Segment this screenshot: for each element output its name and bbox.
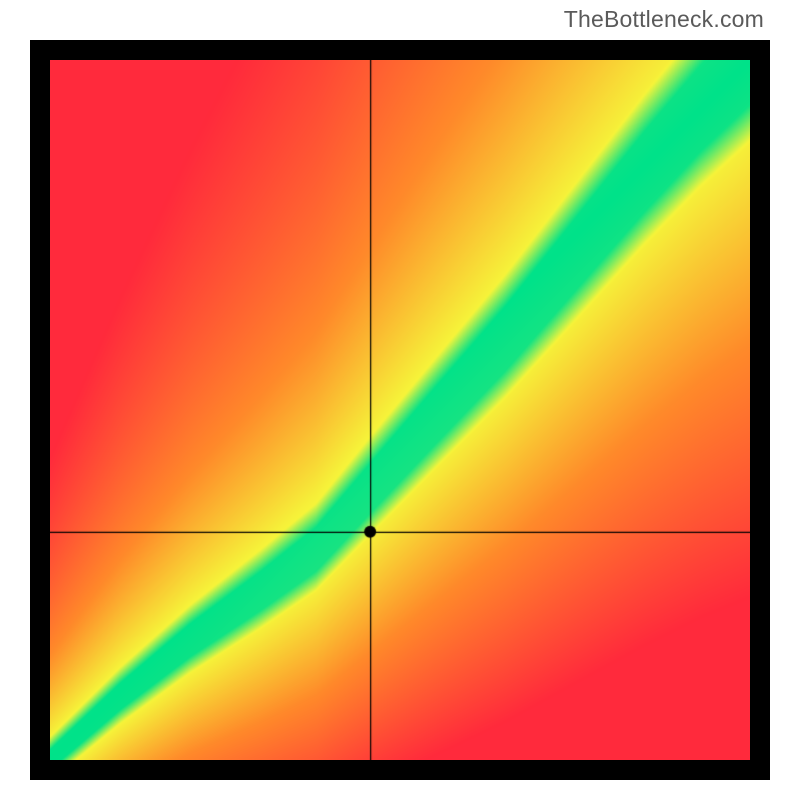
bottleneck-heatmap xyxy=(50,60,750,760)
plot-frame xyxy=(30,40,770,780)
attribution-text: TheBottleneck.com xyxy=(564,6,764,33)
